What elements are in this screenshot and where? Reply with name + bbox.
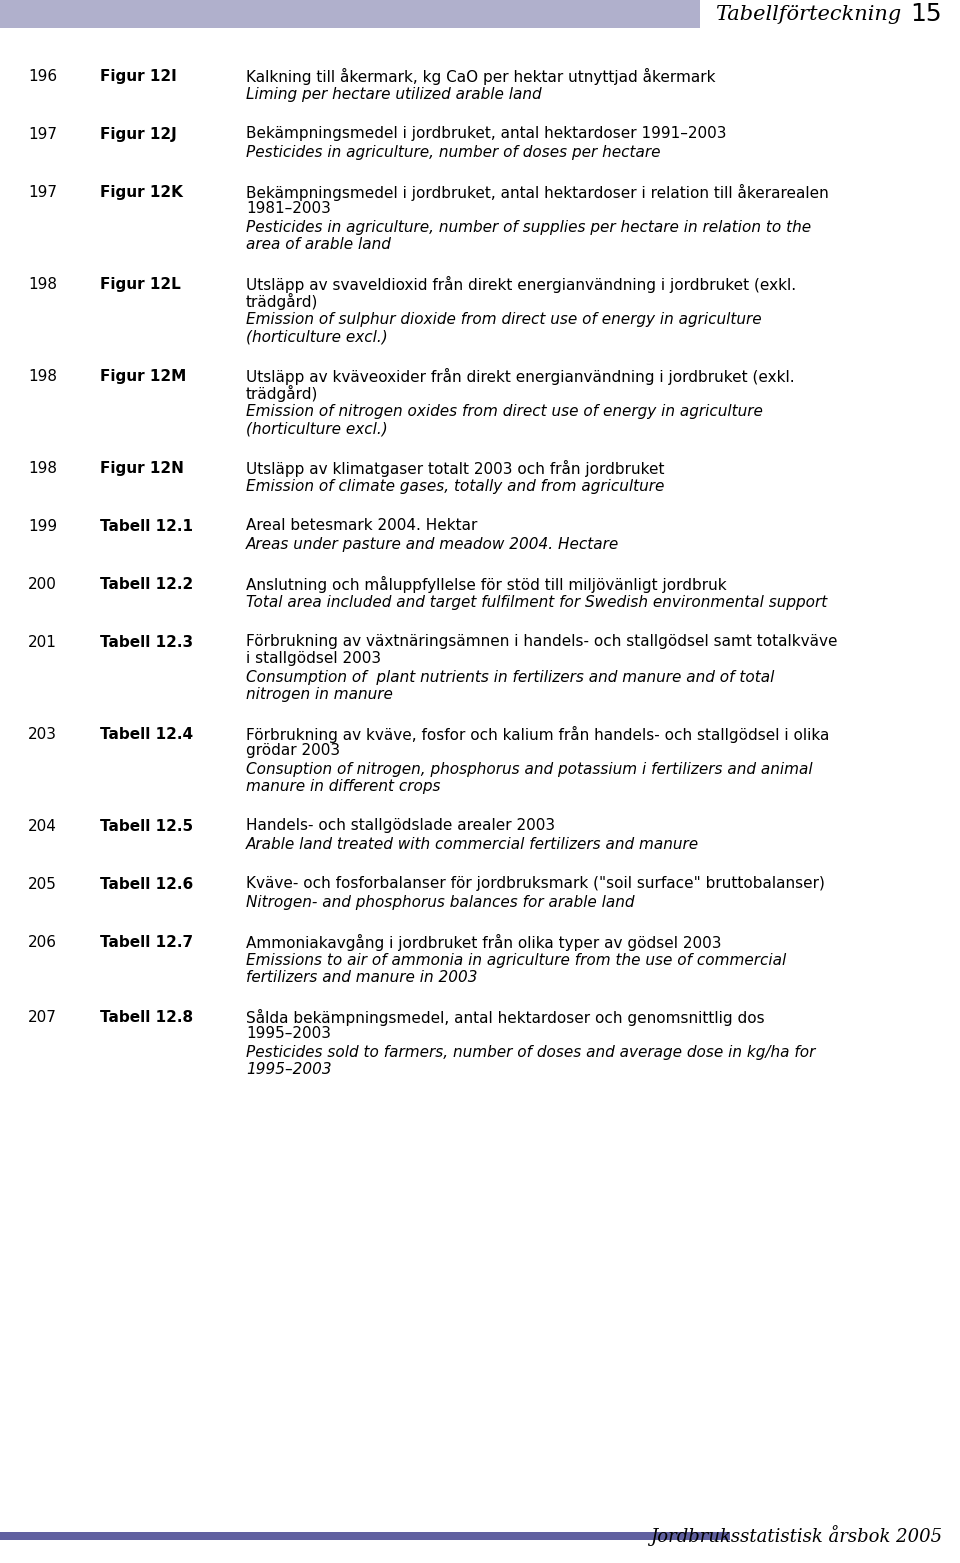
Text: 204: 204 <box>28 819 57 835</box>
Text: 203: 203 <box>28 727 57 742</box>
Text: i stallgödsel 2003: i stallgödsel 2003 <box>246 652 381 666</box>
Text: Consuption of nitrogen, phosphorus and potassium i fertilizers and animal: Consuption of nitrogen, phosphorus and p… <box>246 763 812 777</box>
Text: Figur 12N: Figur 12N <box>100 461 184 477</box>
Text: 205: 205 <box>28 877 57 892</box>
Text: Jordbruksstatistisk årsbok 2005: Jordbruksstatistisk årsbok 2005 <box>650 1525 942 1546</box>
Text: 15: 15 <box>910 2 942 27</box>
Text: Utsläpp av kväveoxider från direkt energianvändning i jordbruket (exkl.: Utsläpp av kväveoxider från direkt energ… <box>246 367 795 384</box>
Text: grödar 2003: grödar 2003 <box>246 742 340 758</box>
Text: area of arable land: area of arable land <box>246 238 391 252</box>
Text: Utsläpp av svaveldioxid från direkt energianvändning i jordbruket (exkl.: Utsläpp av svaveldioxid från direkt ener… <box>246 277 796 292</box>
Text: 1995–2003: 1995–2003 <box>246 1025 331 1041</box>
Text: Consumption of  plant nutrients in fertilizers and manure and of total: Consumption of plant nutrients in fertil… <box>246 671 775 685</box>
Text: Pesticides sold to farmers, number of doses and average dose in kg/ha for: Pesticides sold to farmers, number of do… <box>246 1046 815 1060</box>
Text: 198: 198 <box>28 277 57 292</box>
Text: nitrogen in manure: nitrogen in manure <box>246 688 393 702</box>
Text: Utsläpp av klimatgaser totalt 2003 och från jordbruket: Utsläpp av klimatgaser totalt 2003 och f… <box>246 460 664 477</box>
Text: Tabell 12.4: Tabell 12.4 <box>100 727 193 742</box>
Text: Nitrogen- and phosphorus balances for arable land: Nitrogen- and phosphorus balances for ar… <box>246 896 635 910</box>
Text: Tabell 12.8: Tabell 12.8 <box>100 1010 193 1025</box>
Text: Arable land treated with commercial fertilizers and manure: Arable land treated with commercial fert… <box>246 838 699 852</box>
Text: Pesticides in agriculture, number of doses per hectare: Pesticides in agriculture, number of dos… <box>246 145 660 159</box>
Bar <box>0 1532 730 1540</box>
Text: fertilizers and manure in 2003: fertilizers and manure in 2003 <box>246 971 477 985</box>
Text: 1981–2003: 1981–2003 <box>246 202 331 216</box>
Text: Handels- och stallgödslade arealer 2003: Handels- och stallgödslade arealer 2003 <box>246 817 555 833</box>
Bar <box>0 0 700 28</box>
Text: 200: 200 <box>28 577 57 592</box>
Text: Areal betesmark 2004. Hektar: Areal betesmark 2004. Hektar <box>246 517 477 533</box>
Text: Anslutning och måluppfyllelse för stöd till miljövänligt jordbruk: Anslutning och måluppfyllelse för stöd t… <box>246 577 727 592</box>
Text: Figur 12L: Figur 12L <box>100 277 180 292</box>
Text: Tabell 12.5: Tabell 12.5 <box>100 819 193 835</box>
Text: 197: 197 <box>28 184 57 200</box>
Text: 206: 206 <box>28 935 57 950</box>
Text: (horticulture excl.): (horticulture excl.) <box>246 328 388 344</box>
Text: Tabell 12.1: Tabell 12.1 <box>100 519 193 535</box>
Text: 198: 198 <box>28 461 57 477</box>
Text: Emissions to air of ammonia in agriculture from the use of commercial: Emissions to air of ammonia in agricultu… <box>246 953 786 967</box>
Text: manure in different crops: manure in different crops <box>246 778 441 794</box>
Text: Tabellförteckning: Tabellförteckning <box>715 5 901 23</box>
Text: Tabell 12.2: Tabell 12.2 <box>100 577 193 592</box>
Text: Tabell 12.7: Tabell 12.7 <box>100 935 193 950</box>
Text: 199: 199 <box>28 519 58 535</box>
Text: Liming per hectare utilized arable land: Liming per hectare utilized arable land <box>246 88 541 102</box>
Text: trädgård): trädgård) <box>246 292 319 309</box>
Text: 207: 207 <box>28 1010 57 1025</box>
Text: Tabell 12.6: Tabell 12.6 <box>100 877 193 892</box>
Text: Figur 12K: Figur 12K <box>100 184 182 200</box>
Text: Figur 12M: Figur 12M <box>100 369 186 384</box>
Text: 197: 197 <box>28 127 57 142</box>
Text: Areas under pasture and meadow 2004. Hectare: Areas under pasture and meadow 2004. Hec… <box>246 538 619 552</box>
Text: 1995–2003: 1995–2003 <box>246 1061 331 1077</box>
Text: Förbrukning av kväve, fosfor och kalium från handels- och stallgödsel i olika: Förbrukning av kväve, fosfor och kalium … <box>246 725 829 742</box>
Text: Emission of sulphur dioxide from direct use of energy in agriculture: Emission of sulphur dioxide from direct … <box>246 313 761 327</box>
Text: Emission of climate gases, totally and from agriculture: Emission of climate gases, totally and f… <box>246 478 664 494</box>
Text: Figur 12J: Figur 12J <box>100 127 177 142</box>
Text: (horticulture excl.): (horticulture excl.) <box>246 420 388 436</box>
Text: Kalkning till åkermark, kg CaO per hektar utnyttjad åkermark: Kalkning till åkermark, kg CaO per hekta… <box>246 69 715 84</box>
Text: Bekämpningsmedel i jordbruket, antal hektardoser 1991–2003: Bekämpningsmedel i jordbruket, antal hek… <box>246 127 727 141</box>
Text: Figur 12I: Figur 12I <box>100 69 177 84</box>
Text: 196: 196 <box>28 69 58 84</box>
Text: Tabell 12.3: Tabell 12.3 <box>100 635 193 650</box>
Text: Förbrukning av växtnäringsämnen i handels- och stallgödsel samt totalkväve: Förbrukning av växtnäringsämnen i handel… <box>246 635 837 649</box>
Text: 201: 201 <box>28 635 57 650</box>
Text: Ammoniakavgång i jordbruket från olika typer av gödsel 2003: Ammoniakavgång i jordbruket från olika t… <box>246 935 722 950</box>
Text: Sålda bekämpningsmedel, antal hektardoser och genomsnittlig dos: Sålda bekämpningsmedel, antal hektardose… <box>246 1010 764 1025</box>
Text: 198: 198 <box>28 369 57 384</box>
Text: Kväve- och fosforbalanser för jordbruksmark ("soil surface" bruttobalanser): Kväve- och fosforbalanser för jordbruksm… <box>246 875 825 891</box>
Text: Emission of nitrogen oxides from direct use of energy in agriculture: Emission of nitrogen oxides from direct … <box>246 403 763 419</box>
Text: trädgård): trädgård) <box>246 384 319 402</box>
Text: Pesticides in agriculture, number of supplies per hectare in relation to the: Pesticides in agriculture, number of sup… <box>246 220 811 234</box>
Text: Total area included and target fulfilment for Swedish environmental support: Total area included and target fulfilmen… <box>246 596 828 610</box>
Text: Bekämpningsmedel i jordbruket, antal hektardoser i relation till åkerarealen: Bekämpningsmedel i jordbruket, antal hek… <box>246 184 828 202</box>
